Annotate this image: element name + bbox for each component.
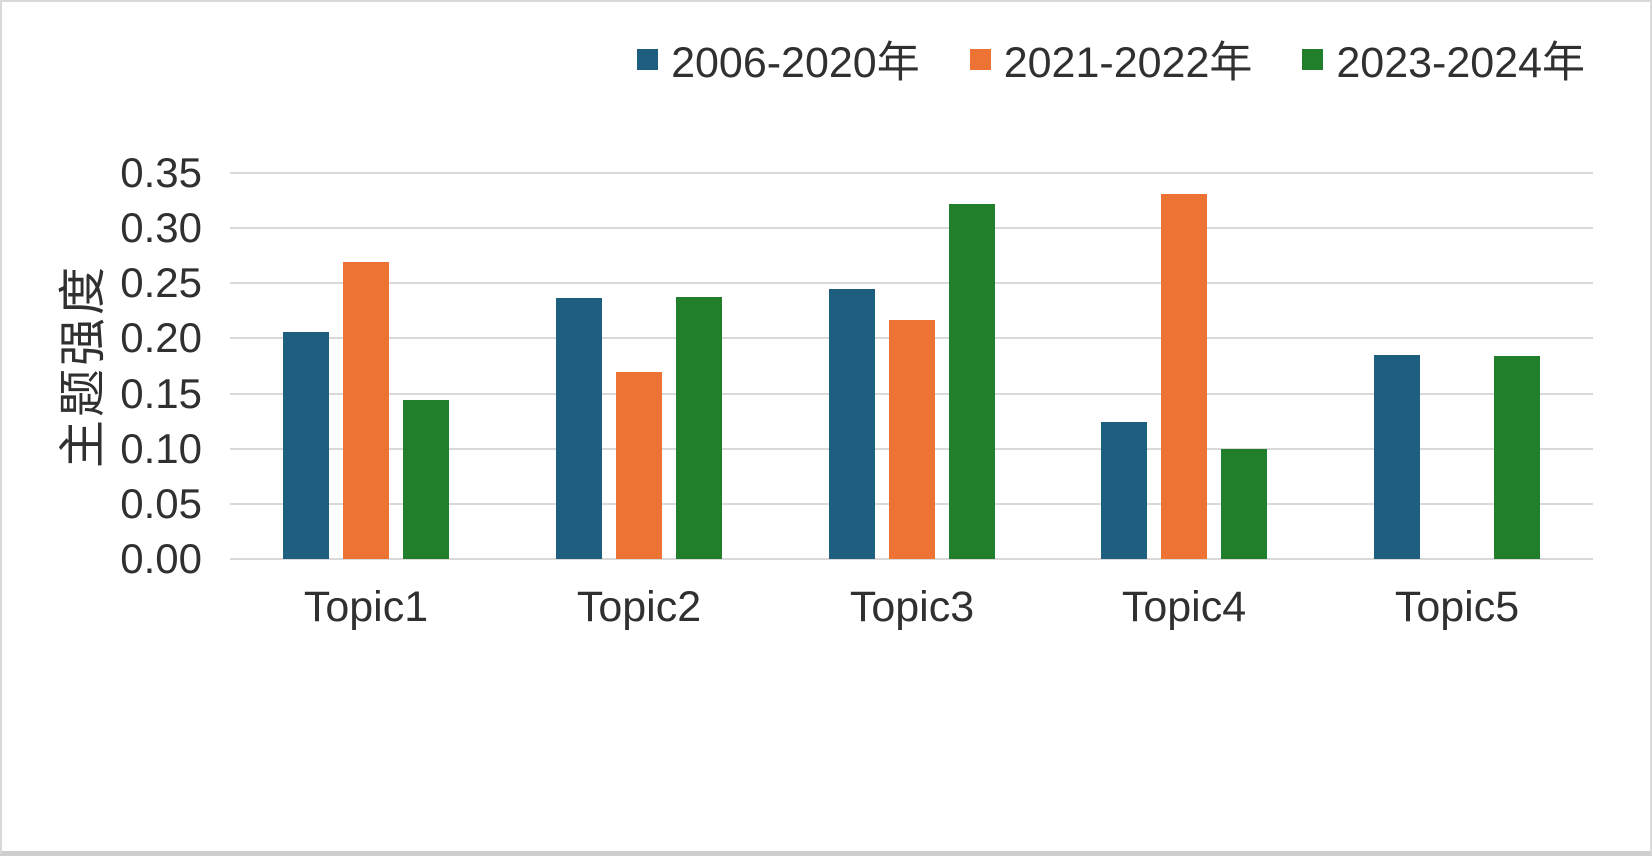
y-axis-tick-label: 0.30 — [120, 204, 202, 251]
y-axis-tick-label: 0.25 — [120, 259, 202, 306]
legend-item: 2006-2020年 — [637, 28, 920, 90]
bar — [1161, 194, 1207, 559]
bar — [1101, 422, 1147, 559]
x-axis-label: Topic1 — [303, 583, 429, 631]
gridline — [230, 558, 1593, 560]
y-axis-tick-label: 0.20 — [120, 314, 202, 361]
x-axis-label: Topic4 — [1121, 583, 1247, 631]
y-axis-tick-label: 0.35 — [120, 149, 202, 196]
bar — [403, 400, 449, 559]
legend-label: 2023-2024年 — [1336, 39, 1585, 87]
legend-item: 2023-2024年 — [1302, 28, 1585, 90]
y-axis-tick-label: 0.15 — [120, 370, 202, 417]
bar — [889, 320, 935, 559]
gridline — [230, 227, 1593, 229]
plot-area — [230, 172, 1593, 560]
legend-label: 2021-2022年 — [1003, 39, 1253, 87]
bar — [949, 204, 995, 559]
bar — [616, 372, 662, 559]
bar — [343, 262, 389, 559]
y-axis-tick-label: 0.10 — [120, 425, 202, 472]
x-axis-label: Topic2 — [576, 583, 702, 631]
bar — [676, 297, 722, 559]
bar — [1374, 355, 1420, 559]
legend-swatch-icon — [1302, 48, 1324, 70]
legend-swatch-icon — [637, 48, 659, 70]
bar — [556, 298, 602, 559]
legend-item: 2021-2022年 — [969, 28, 1253, 90]
gridline — [230, 282, 1593, 284]
x-axis-label: Topic3 — [849, 583, 975, 631]
y-axis-tick-label: 0.05 — [120, 480, 202, 527]
x-axis-label: Topic5 — [1394, 583, 1520, 631]
chart-legend: 2006-2020年 2021-2022年 2023-2024年 — [637, 28, 1585, 90]
bar — [1221, 449, 1267, 559]
bar — [283, 332, 329, 559]
gridline — [230, 172, 1593, 174]
bar — [1494, 356, 1540, 559]
legend-swatch-icon — [969, 48, 991, 70]
legend-label: 2006-2020年 — [671, 39, 920, 87]
y-axis-tick-label: 0.00 — [120, 535, 202, 582]
bar — [829, 289, 875, 559]
